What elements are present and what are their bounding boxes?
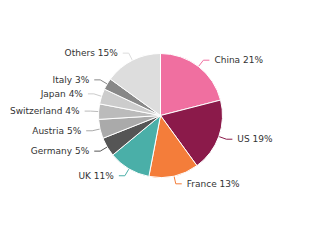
svg-text:Italy 3%: Italy 3%: [53, 75, 90, 85]
svg-text:France 13%: France 13%: [187, 179, 240, 189]
svg-text:Switzerland 4%: Switzerland 4%: [10, 106, 80, 116]
svg-text:Others 15%: Others 15%: [65, 48, 119, 58]
svg-text:UK 11%: UK 11%: [79, 171, 115, 181]
svg-text:US 19%: US 19%: [237, 134, 273, 144]
svg-text:China 21%: China 21%: [214, 55, 263, 65]
svg-text:Austria 5%: Austria 5%: [32, 126, 81, 136]
svg-text:Germany 5%: Germany 5%: [31, 146, 90, 156]
svg-text:Japan 4%: Japan 4%: [40, 89, 84, 99]
